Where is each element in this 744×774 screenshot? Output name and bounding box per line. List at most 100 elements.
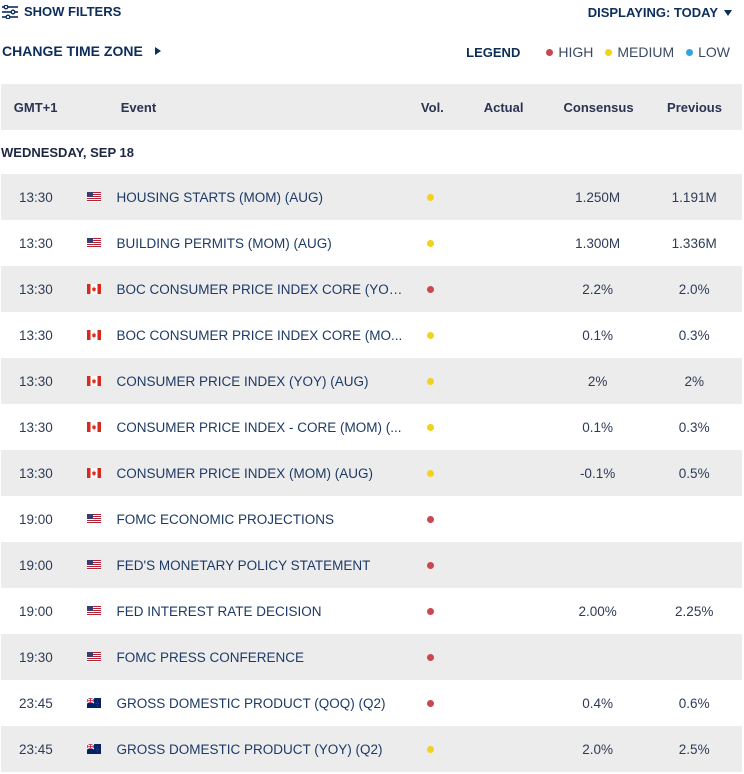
volatility-cell (405, 607, 455, 615)
us-flag-icon (71, 238, 117, 248)
event-time: 23:45 (18, 741, 53, 757)
event-row[interactable]: 13:30 BUILDING PERMITS (MOM) (AUG) 1.300M 1… (1, 220, 742, 266)
volatility-high-dot-icon (426, 607, 434, 615)
volatility-cell (405, 377, 455, 385)
event-row[interactable]: 19:00 FED INTEREST RATE DECISION 2.00% 2.25… (1, 588, 742, 634)
legend-high-label: HIGH (558, 44, 594, 60)
event-previous: 0.6% (678, 695, 710, 711)
event-name[interactable]: CONSUMER PRICE INDEX - CORE (MOM) (... (116, 419, 402, 435)
event-time: 13:30 (18, 419, 53, 435)
displaying-dropdown[interactable]: DISPLAYING: TODAY (588, 5, 732, 20)
event-consensus: 2.0% (582, 741, 613, 757)
event-time: 19:00 (18, 511, 53, 527)
event-time: 23:45 (18, 695, 53, 711)
event-time: 19:00 (18, 603, 53, 619)
event-name[interactable]: GROSS DOMESTIC PRODUCT (QOQ) (Q2) (116, 695, 386, 711)
event-consensus: -0.1% (579, 465, 616, 481)
show-filters-button[interactable]: SHOW FILTERS (2, 4, 121, 19)
event-name[interactable]: BOC CONSUMER PRICE INDEX CORE (MO... (116, 327, 403, 343)
event-consensus: 2% (587, 373, 608, 389)
volatility-cell (405, 653, 455, 661)
volatility-cell (405, 745, 455, 753)
event-consensus: 1.250M (575, 189, 621, 205)
event-name[interactable]: BOC CONSUMER PRICE INDEX CORE (YOY... (116, 281, 406, 297)
volatility-cell (405, 699, 455, 707)
volatility-high-dot-icon (426, 653, 434, 661)
event-row[interactable]: 19:00 FOMC ECONOMIC PROJECTIONS (1, 496, 742, 542)
event-time: 13:30 (18, 465, 53, 481)
timezone-legend-bar: CHANGE TIME ZONE LEGEND HIGH MEDIUM LOW (0, 26, 744, 84)
us-flag-icon (71, 192, 117, 202)
volatility-medium-dot-icon (426, 745, 434, 753)
volatility-medium-dot-icon (426, 423, 434, 431)
event-row[interactable]: 13:30 CONSUMER PRICE INDEX (MOM) (AUG) -0.… (1, 450, 742, 496)
event-previous: 2.25% (675, 603, 714, 619)
event-row[interactable]: 23:45 GROSS DOMESTIC PRODUCT (YOY) (Q2) 2.… (1, 726, 742, 772)
medium-dot-icon (605, 48, 613, 56)
event-time: 13:30 (18, 327, 53, 343)
event-name[interactable]: HOUSING STARTS (MOM) (AUG) (116, 189, 324, 205)
volatility-cell (405, 239, 455, 247)
event-name[interactable]: GROSS DOMESTIC PRODUCT (YOY) (Q2) (116, 741, 383, 757)
top-toolbar: SHOW FILTERS DISPLAYING: TODAY (0, 0, 744, 26)
day-heading: WEDNESDAY, SEP 18 (1, 144, 134, 160)
high-dot-icon (546, 48, 554, 56)
low-dot-icon (686, 48, 694, 56)
event-row[interactable]: 19:30 FOMC PRESS CONFERENCE (1, 634, 742, 680)
caret-right-icon (154, 47, 161, 55)
event-previous: 1.191M (671, 189, 717, 205)
event-row[interactable]: 13:30 BOC CONSUMER PRICE INDEX CORE (MO..… (1, 312, 742, 358)
volatility-high-dot-icon (426, 285, 434, 293)
legend: LEGEND HIGH MEDIUM LOW (466, 44, 730, 60)
event-name[interactable]: FOMC ECONOMIC PROJECTIONS (116, 511, 335, 527)
displaying-label: DISPLAYING: TODAY (587, 5, 718, 20)
volatility-cell (405, 469, 455, 477)
new-zealand-flag-icon (71, 698, 117, 708)
event-time: 19:30 (18, 649, 53, 665)
event-row[interactable]: 13:30 CONSUMER PRICE INDEX - CORE (MOM) (… (1, 404, 742, 450)
event-time: 13:30 (18, 281, 53, 297)
change-time-zone-label: CHANGE TIME ZONE (2, 43, 143, 59)
legend-medium-label: MEDIUM (617, 44, 675, 60)
change-time-zone-button[interactable]: CHANGE TIME ZONE (2, 43, 161, 59)
events-table-body: 13:30 HOUSING STARTS (MOM) (AUG) 1.250M 1.1… (0, 174, 744, 772)
header-previous: Previous (667, 99, 722, 115)
volatility-medium-dot-icon (426, 331, 434, 339)
event-name[interactable]: FED'S MONETARY POLICY STATEMENT (116, 557, 371, 573)
event-previous: 0.5% (678, 465, 710, 481)
table-header: GMT+1 Event Vol. Actual Consensus Previo… (1, 84, 742, 130)
event-time: 13:30 (18, 235, 53, 251)
event-name[interactable]: CONSUMER PRICE INDEX (YOY) (AUG) (116, 373, 369, 389)
event-previous: 0.3% (678, 327, 710, 343)
volatility-cell (405, 561, 455, 569)
header-actual: Actual (483, 99, 524, 115)
event-name[interactable]: FED INTEREST RATE DECISION (116, 603, 322, 619)
event-row[interactable]: 13:30 BOC CONSUMER PRICE INDEX CORE (YOY.… (1, 266, 742, 312)
event-time: 19:00 (18, 557, 53, 573)
canada-flag-icon (71, 376, 117, 386)
volatility-cell (405, 331, 455, 339)
legend-item-medium: MEDIUM (605, 44, 674, 60)
new-zealand-flag-icon (71, 744, 117, 754)
legend-low-label: LOW (698, 44, 730, 60)
event-row[interactable]: 19:00 FED'S MONETARY POLICY STATEMENT (1, 542, 742, 588)
us-flag-icon (71, 560, 117, 570)
header-time[interactable]: GMT+1 (13, 99, 58, 115)
canada-flag-icon (71, 284, 117, 294)
event-consensus: 0.1% (582, 327, 613, 343)
event-name[interactable]: BUILDING PERMITS (MOM) (AUG) (116, 235, 332, 251)
event-row[interactable]: 13:30 CONSUMER PRICE INDEX (YOY) (AUG) 2% 2… (1, 358, 742, 404)
event-row[interactable]: 13:30 HOUSING STARTS (MOM) (AUG) 1.250M 1.1… (1, 174, 742, 220)
event-row[interactable]: 23:45 GROSS DOMESTIC PRODUCT (QOQ) (Q2) 0.… (1, 680, 742, 726)
us-flag-icon (71, 514, 117, 524)
header-vol: Vol. (420, 99, 444, 115)
event-name[interactable]: CONSUMER PRICE INDEX (MOM) (AUG) (116, 465, 374, 481)
show-filters-label: SHOW FILTERS (24, 4, 122, 19)
event-consensus: 2.2% (582, 281, 613, 297)
volatility-high-dot-icon (426, 561, 434, 569)
header-event: Event (120, 99, 157, 115)
chevron-down-icon (724, 10, 732, 16)
volatility-high-dot-icon (426, 699, 434, 707)
event-name[interactable]: FOMC PRESS CONFERENCE (116, 649, 305, 665)
volatility-high-dot-icon (426, 515, 434, 523)
